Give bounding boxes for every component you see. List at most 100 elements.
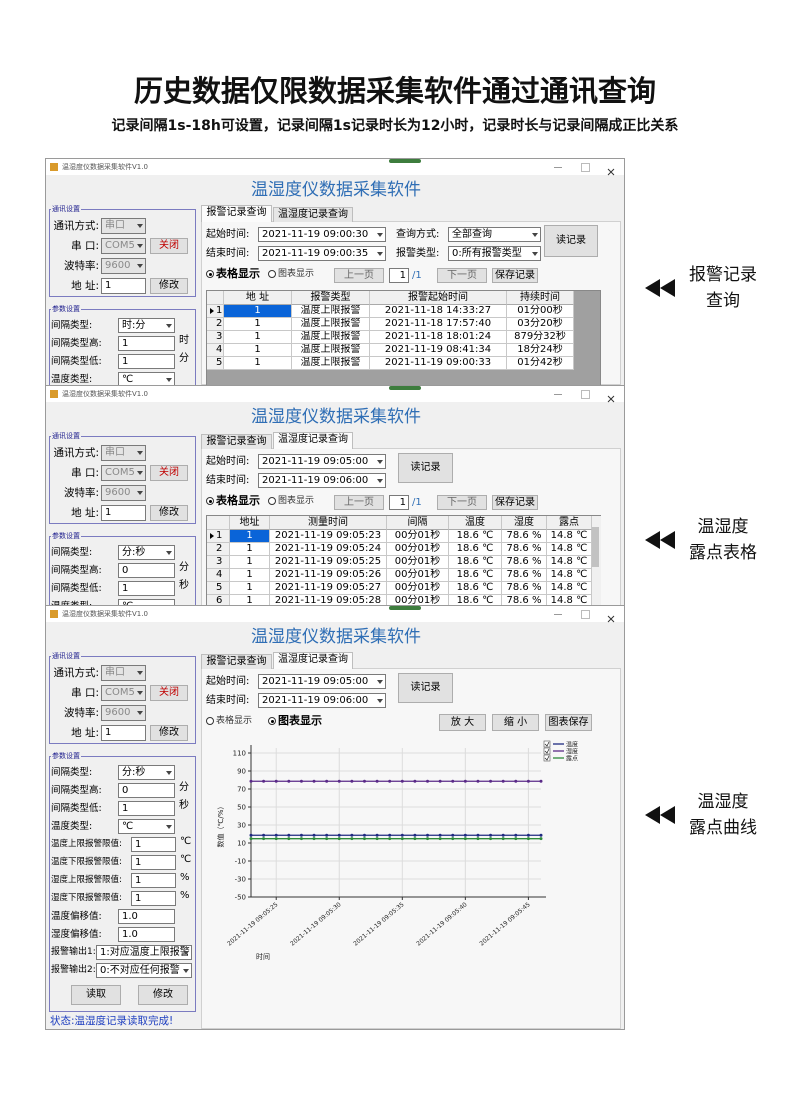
point [413, 779, 417, 783]
row-header [207, 291, 224, 305]
dropdown-arrow [137, 691, 143, 695]
tab[interactable]: 报警记录查询 [201, 654, 272, 669]
tab[interactable]: 温湿度记录查询 [273, 432, 353, 449]
button[interactable]: 保存记录 [492, 495, 538, 510]
radio-button[interactable] [268, 717, 276, 725]
input-field[interactable]: 1 [101, 278, 146, 294]
button[interactable]: 下一页 [437, 268, 487, 283]
unit-label: ℃ [180, 854, 192, 865]
minimize-button[interactable] [554, 614, 562, 615]
input-field[interactable]: ℃ [118, 819, 175, 834]
close-button[interactable] [606, 609, 616, 623]
input-field[interactable]: 串口 [101, 445, 146, 461]
input-field[interactable]: 1.0 [118, 909, 175, 924]
input-field[interactable]: ℃ [118, 372, 175, 385]
input-field[interactable]: 0:不对应任何报警 [96, 963, 192, 978]
input-field[interactable]: 时:分 [118, 318, 175, 333]
tab[interactable]: 报警记录查询 [201, 434, 272, 449]
group-title: 通讯设置 [51, 204, 81, 214]
input-field[interactable]: 分:秒 [118, 765, 175, 780]
close-button[interactable] [606, 389, 616, 403]
input-field[interactable]: 1 [118, 581, 175, 596]
point [489, 833, 493, 837]
button[interactable]: 读取 [71, 985, 121, 1005]
button[interactable]: 修改 [150, 505, 188, 521]
input-field[interactable]: 1.0 [118, 927, 175, 942]
input-field[interactable]: 0 [118, 783, 175, 798]
input-field[interactable]: 1 [118, 801, 175, 816]
input-field[interactable]: COM5 [101, 238, 146, 254]
radio-button[interactable] [206, 270, 214, 278]
input-field[interactable]: COM5 [101, 685, 146, 701]
table-cell: 1 [224, 344, 292, 357]
input-field[interactable]: 2021-11-19 09:06:00 [258, 693, 386, 708]
button[interactable]: 读记录 [398, 453, 453, 483]
input-field[interactable]: 1 [118, 336, 175, 351]
input-field[interactable]: 0:所有报警类型 [448, 246, 541, 261]
group-box [49, 536, 196, 606]
input-field[interactable]: 9600 [101, 705, 146, 721]
input-field[interactable]: 9600 [101, 258, 146, 274]
input-field[interactable]: 串口 [101, 665, 146, 681]
point [274, 837, 278, 841]
button[interactable]: 放 大 [439, 714, 486, 731]
button[interactable]: 缩 小 [492, 714, 539, 731]
input-field[interactable]: 2021-11-19 09:00:30 [258, 227, 386, 242]
button[interactable]: 读记录 [544, 225, 598, 257]
button[interactable]: 上一页 [334, 268, 384, 283]
input-field[interactable]: 全部查询 [448, 227, 541, 242]
input-field[interactable]: 0 [118, 563, 175, 578]
input-field[interactable]: 9600 [101, 485, 146, 501]
row-header: 2 [207, 318, 224, 331]
input-field[interactable]: 串口 [101, 218, 146, 234]
chart: -50 -30 -10 10 30 50 70 90 110 2021-11-19 09:05:2… [216, 741, 578, 962]
close-icon [607, 395, 615, 403]
radio-button[interactable] [268, 270, 276, 278]
point [400, 833, 404, 837]
tab[interactable]: 报警记录查询 [201, 205, 272, 222]
maximize-button[interactable] [581, 610, 590, 619]
input-field[interactable]: 1 [118, 354, 175, 369]
minimize-button[interactable] [554, 394, 562, 395]
maximize-button[interactable] [581, 390, 590, 399]
input-field[interactable]: 1 [131, 891, 176, 906]
radio-label: 图表显示 [278, 269, 315, 279]
maximize-button[interactable] [581, 163, 590, 172]
button[interactable]: 关闭 [150, 465, 188, 481]
point [438, 833, 442, 837]
input-field[interactable]: 分:秒 [118, 545, 175, 560]
button[interactable]: 保存记录 [492, 268, 538, 283]
table-cell: 18.6 ℃ [449, 582, 502, 595]
field-label: 串 口: [71, 240, 99, 252]
close-button[interactable] [606, 162, 616, 176]
button[interactable]: 上一页 [334, 495, 384, 510]
input-field[interactable]: 1 [101, 725, 146, 741]
button[interactable]: 修改 [150, 278, 188, 294]
button[interactable]: 关闭 [150, 685, 188, 701]
input-field[interactable]: 2021-11-19 09:05:00 [258, 454, 386, 469]
input-field[interactable]: 1:对应温度上限报警 [96, 945, 192, 960]
input-field[interactable]: 1 [131, 855, 176, 870]
radio-button[interactable] [206, 717, 214, 725]
input-field[interactable]: 2021-11-19 09:06:00 [258, 473, 386, 488]
y-axis-label: 数值（℃/%） [216, 803, 225, 848]
input-field[interactable]: 1 [101, 505, 146, 521]
input-field[interactable]: 1 [131, 837, 176, 852]
button[interactable]: 修改 [138, 985, 188, 1005]
minimize-button[interactable] [554, 167, 562, 168]
radio-button[interactable] [268, 497, 276, 505]
input-field[interactable]: 2021-11-19 09:00:35 [258, 246, 386, 261]
page-input[interactable]: 1 [389, 495, 409, 510]
input-field[interactable]: 2021-11-19 09:05:00 [258, 674, 386, 689]
button[interactable]: 读记录 [398, 673, 453, 703]
tab[interactable]: 温湿度记录查询 [273, 652, 353, 669]
tab[interactable]: 温湿度记录查询 [273, 207, 353, 222]
radio-button[interactable] [206, 497, 214, 505]
page-input[interactable]: 1 [389, 268, 409, 283]
input-field[interactable]: 1 [131, 873, 176, 888]
button[interactable]: 图表保存 [545, 714, 592, 731]
button[interactable]: 关闭 [150, 238, 188, 254]
button[interactable]: 下一页 [437, 495, 487, 510]
button[interactable]: 修改 [150, 725, 188, 741]
input-field[interactable]: COM5 [101, 465, 146, 481]
